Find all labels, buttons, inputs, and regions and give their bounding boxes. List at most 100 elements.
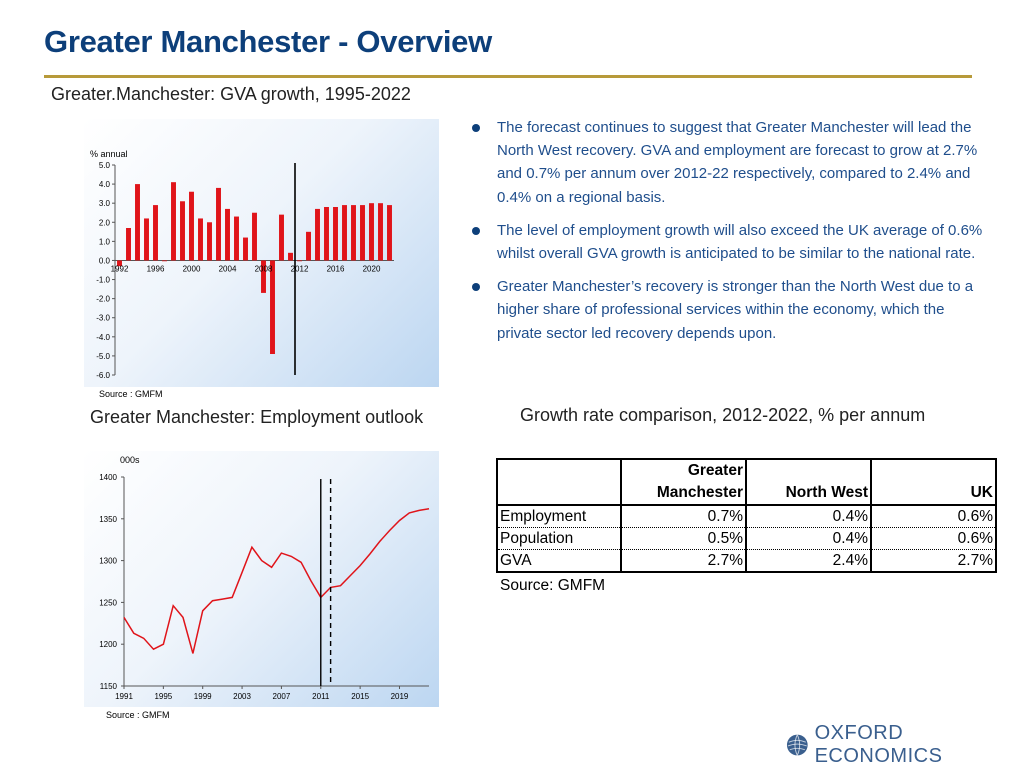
gva-bar xyxy=(378,203,383,261)
table-header-greater-manchester: Greater Manchester xyxy=(621,458,747,506)
x-tick-label: 1995 xyxy=(154,692,172,701)
table-header-blank xyxy=(496,458,622,506)
table-row: Population 0.5% 0.4% 0.6% xyxy=(496,527,997,550)
gva-bar xyxy=(243,237,248,261)
y-tick-label: -6.0 xyxy=(96,371,110,380)
row-label: Population xyxy=(496,527,622,550)
bullet-item: Greater Manchester’s recovery is stronge… xyxy=(468,275,983,345)
gva-bar xyxy=(153,205,158,261)
y-tick-label: 1400 xyxy=(99,473,117,482)
employment-chart-title: Greater Manchester: Employment outlook xyxy=(90,407,424,427)
gva-bar xyxy=(261,260,266,293)
x-tick-label: 2008 xyxy=(255,264,273,273)
y-tick-label: -4.0 xyxy=(96,333,110,342)
logo-text: OXFORD ECONOMICS xyxy=(814,722,943,767)
y-tick-label: 3.0 xyxy=(99,199,111,208)
bullet-text: The forecast continues to suggest that G… xyxy=(497,119,978,206)
table-row: GVA 2.7% 2.4% 2.7% xyxy=(496,549,997,573)
gva-bar xyxy=(270,260,275,354)
y-tick-label: 1150 xyxy=(100,682,118,691)
table-cell: 0.7% xyxy=(621,505,747,528)
gva-bar xyxy=(324,207,329,261)
y-tick-label: 1.0 xyxy=(99,237,111,246)
gva-bar xyxy=(279,214,284,261)
table-row: Employment 0.7% 0.4% 0.6% xyxy=(496,505,997,528)
comparison-table-title: Growth rate comparison, 2012-2022, % per… xyxy=(520,405,926,425)
header-line: Manchester xyxy=(656,484,743,501)
x-tick-label: 2011 xyxy=(312,692,330,701)
comparison-table-source: Source: GMFM xyxy=(500,577,606,594)
gva-bar xyxy=(234,216,239,261)
oxford-economics-logo: OXFORD ECONOMICS xyxy=(786,722,1024,768)
table-header-row: Greater Manchester North West UK xyxy=(496,458,997,506)
x-tick-label: 2007 xyxy=(273,692,291,701)
x-tick-label: 2020 xyxy=(363,264,381,273)
x-tick-label: 2019 xyxy=(391,692,409,701)
gva-growth-chart-svg: % annual 5.0 4.0 3.0 2.0 1.0 0.0 -1.0 -2.0 -3.0 -4… xyxy=(90,149,394,380)
y-tick-label: 2.0 xyxy=(99,218,111,227)
row-label: GVA xyxy=(496,549,622,573)
bullet-dot-icon xyxy=(472,226,480,235)
y-tick-label: -5.0 xyxy=(96,352,110,361)
gva-chart-title: Greater.Manchester: GVA growth, 1995-202… xyxy=(51,84,411,104)
y-tick-label: 1350 xyxy=(99,515,117,524)
gva-bar xyxy=(297,260,302,262)
header-line: Greater xyxy=(687,462,743,479)
gva-bar xyxy=(171,182,176,261)
gva-bar xyxy=(225,208,230,261)
gva-bar xyxy=(351,205,356,261)
gva-growth-chart: % annual 5.0 4.0 3.0 2.0 1.0 0.0 -1.0 -2.0 -3.0 -4… xyxy=(84,119,439,387)
gva-bar xyxy=(387,205,392,261)
bullet-text: Greater Manchester’s recovery is stronge… xyxy=(497,278,974,342)
x-tick-label: 2000 xyxy=(183,264,201,273)
table-cell: 0.6% xyxy=(871,505,997,528)
gva-bar xyxy=(306,231,311,261)
y-tick-label: 5.0 xyxy=(99,161,111,170)
bullet-dot-icon xyxy=(472,124,480,132)
x-tick-label: 2015 xyxy=(351,692,369,701)
x-tick-label: 1999 xyxy=(194,692,212,701)
gva-chart-source: Source : GMFM xyxy=(99,389,163,399)
y-axis-label: % annual xyxy=(90,149,128,159)
y-tick-label: -2.0 xyxy=(96,295,110,304)
gva-bar xyxy=(315,208,320,261)
table-cell: 2.7% xyxy=(871,549,997,573)
bullet-text: The level of employment growth will also… xyxy=(497,221,983,263)
gva-bar xyxy=(144,218,149,261)
bullet-dot-icon xyxy=(472,283,480,292)
title-divider xyxy=(44,75,972,78)
table-cell: 2.7% xyxy=(621,549,747,573)
gva-bar xyxy=(216,187,221,261)
table-header-north-west: North West xyxy=(746,458,872,506)
y-tick-label: 1200 xyxy=(99,640,117,649)
page-title: Greater Manchester - Overview xyxy=(44,24,492,59)
table-cell: 0.4% xyxy=(746,505,872,528)
gva-bar xyxy=(180,201,185,261)
x-tick-label: 1992 xyxy=(111,264,129,273)
gva-bar xyxy=(162,260,167,262)
y-tick-label: 0.0 xyxy=(99,256,111,265)
x-tick-label: 2004 xyxy=(219,264,237,273)
gva-bar xyxy=(135,184,140,261)
table-header-uk: UK xyxy=(871,458,997,506)
gva-bar xyxy=(252,212,257,261)
gva-bar xyxy=(189,191,194,261)
gva-bar xyxy=(369,203,374,261)
key-points-list: The forecast continues to suggest that G… xyxy=(468,116,983,355)
table-cell: 2.4% xyxy=(746,549,872,573)
gva-bar xyxy=(126,228,131,261)
gva-bar xyxy=(333,207,338,261)
table-cell: 0.4% xyxy=(746,527,872,550)
y-tick-label: -1.0 xyxy=(96,276,110,285)
x-tick-label: 1991 xyxy=(115,692,133,701)
y-tick-label: 4.0 xyxy=(99,180,111,189)
gva-bar xyxy=(342,205,347,261)
gva-bar xyxy=(207,222,212,261)
employment-chart-source: Source : GMFM xyxy=(106,710,170,720)
row-label: Employment xyxy=(496,505,622,528)
y-tick-label: -3.0 xyxy=(96,314,110,323)
y-tick-label: 1300 xyxy=(99,557,117,566)
globe-icon xyxy=(786,734,808,756)
gva-bar xyxy=(117,260,122,267)
gva-bar xyxy=(360,205,365,261)
